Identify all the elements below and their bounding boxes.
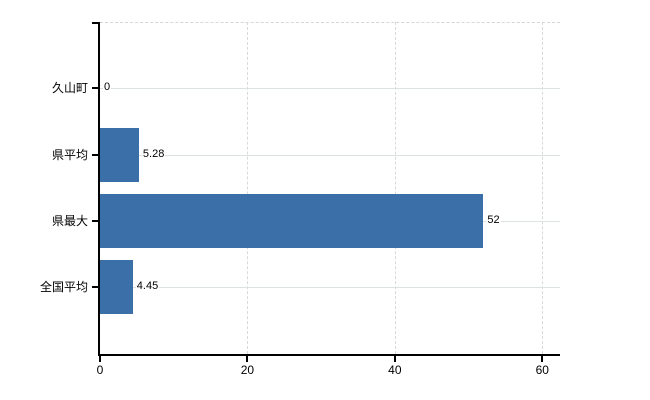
y-axis-tick [92, 219, 98, 222]
bar-value-label: 0 [103, 81, 112, 95]
vertical-gridline [394, 22, 396, 354]
vertical-gridline [542, 22, 544, 354]
category-label: 県平均 [51, 147, 88, 162]
bar-value-label: 5.28 [141, 147, 166, 161]
y-axis-tick [92, 153, 98, 156]
x-tick-label: 20 [240, 362, 255, 377]
horizontal-gridline [100, 154, 560, 156]
bar-value-label: 4.45 [135, 280, 160, 294]
vertical-gridline [247, 22, 249, 354]
x-axis-tick [246, 355, 249, 362]
category-label: 久山町 [51, 81, 88, 96]
x-tick-label: 40 [388, 362, 402, 377]
y-axis-top-tick [92, 22, 98, 24]
bar [100, 193, 484, 248]
x-axis-tick [541, 355, 544, 362]
x-axis-line [98, 353, 560, 356]
plot-top-border [100, 22, 560, 23]
bar [100, 127, 139, 182]
bar [100, 260, 133, 315]
y-axis-line [98, 22, 100, 354]
x-tick-label: 60 [535, 362, 549, 377]
horizontal-gridline [100, 287, 560, 289]
category-label: 全国平均 [39, 280, 88, 295]
x-axis-tick [393, 355, 396, 362]
x-tick-label: 0 [96, 362, 104, 377]
y-axis-tick [92, 286, 98, 289]
y-axis-tick [92, 87, 98, 90]
x-axis-tick [99, 355, 101, 362]
bar-value-label: 52 [486, 213, 501, 227]
horizontal-gridline [100, 88, 560, 90]
category-label: 県最大 [51, 213, 88, 228]
